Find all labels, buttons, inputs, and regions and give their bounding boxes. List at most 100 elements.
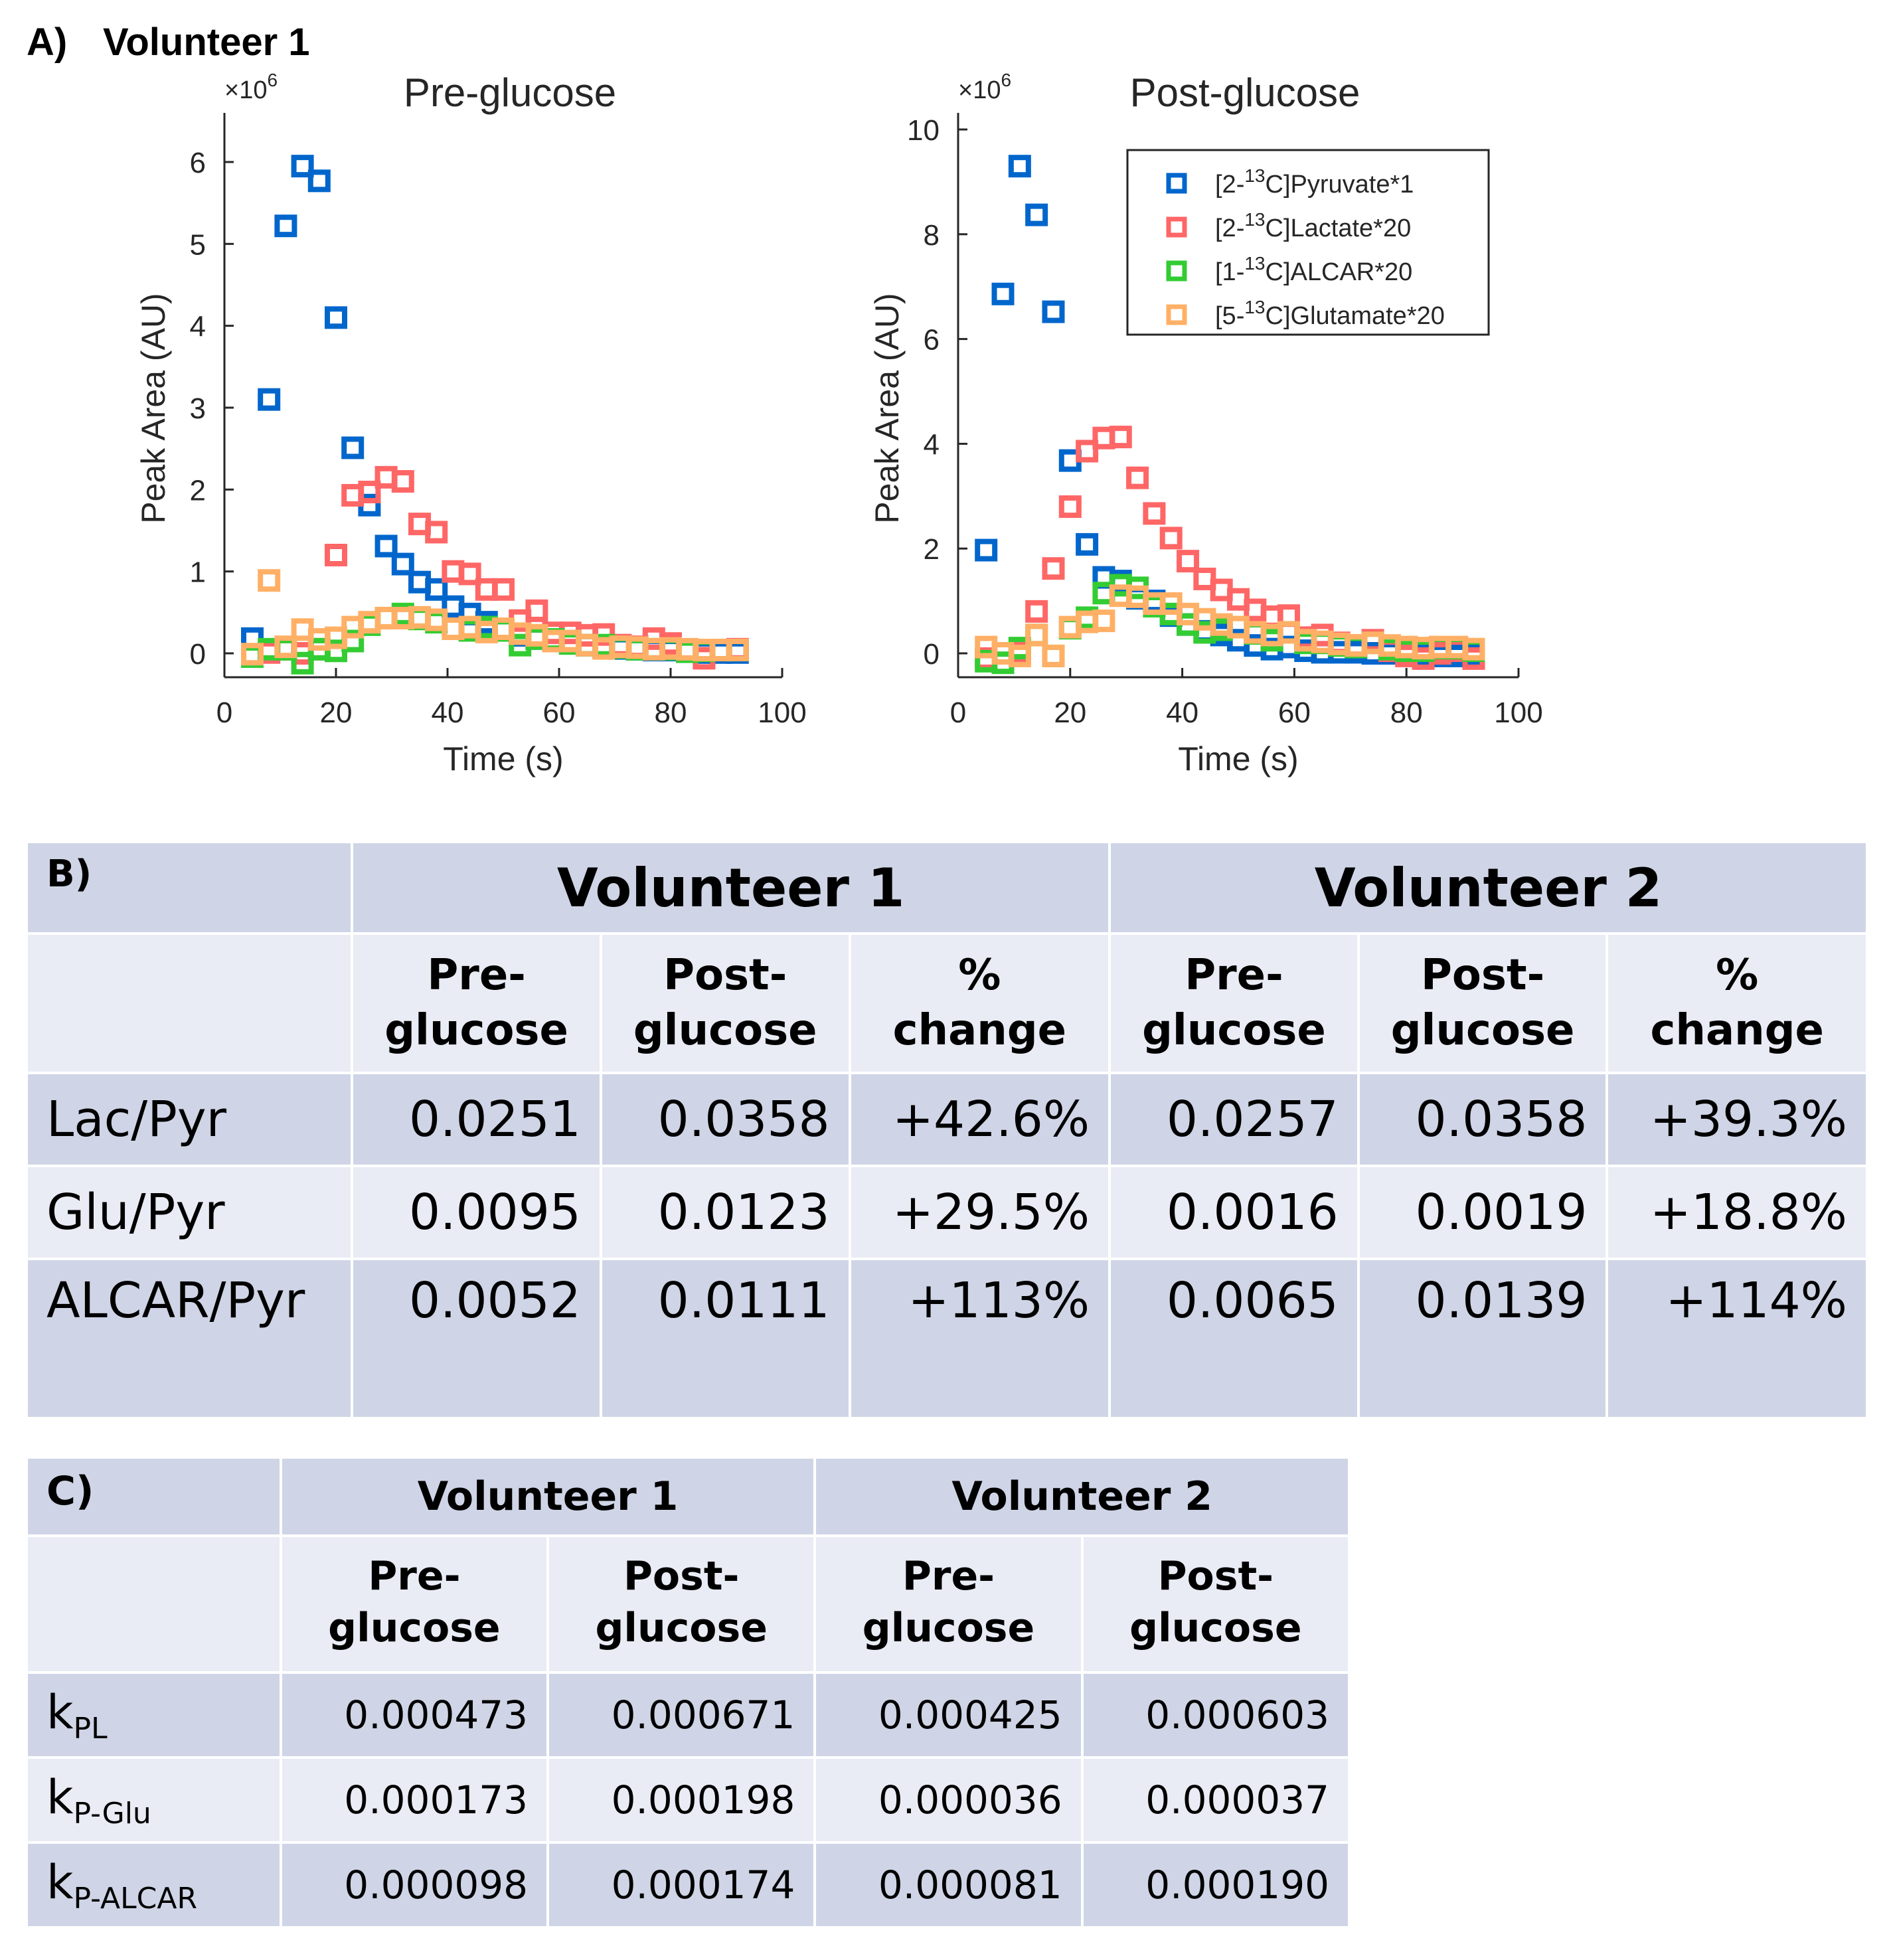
x-tick-label: 0 bbox=[950, 696, 966, 729]
value-cell: 0.000425 bbox=[813, 1671, 1084, 1759]
data-point-pyruvate bbox=[274, 214, 297, 238]
row-label: kP-Glu bbox=[25, 1756, 282, 1844]
value-cell: 0.000671 bbox=[546, 1671, 817, 1759]
value-cell: 0.0016 bbox=[1108, 1165, 1360, 1260]
data-point-pyruvate bbox=[425, 578, 448, 601]
value-cell: 0.0111 bbox=[599, 1258, 851, 1420]
data-point-lactate bbox=[1025, 600, 1048, 623]
row-label: Glu/Pyr bbox=[25, 1165, 354, 1260]
y-tick-label: 2 bbox=[924, 533, 940, 566]
x-tick-label: 60 bbox=[1278, 696, 1311, 729]
value-cell: 0.000603 bbox=[1080, 1671, 1351, 1759]
data-point-lactate bbox=[425, 521, 448, 544]
value-cell: 0.0019 bbox=[1357, 1165, 1609, 1260]
x-tick-label: 40 bbox=[432, 696, 464, 729]
value-cell: 0.000036 bbox=[813, 1756, 1084, 1844]
subheader-cell: Pre-glucose bbox=[351, 932, 602, 1074]
value-cell: 0.000037 bbox=[1080, 1756, 1351, 1844]
data-point-glutamate bbox=[726, 639, 749, 662]
y-axis-label: Peak Area (AU) bbox=[135, 293, 172, 523]
data-point-lactate bbox=[325, 544, 347, 566]
value-cell: 0.0095 bbox=[351, 1165, 602, 1260]
y-tick-label: 6 bbox=[190, 147, 206, 179]
empty-cell bbox=[25, 932, 354, 1074]
series-glutamate bbox=[975, 584, 1485, 667]
subheader-cell: % change bbox=[848, 932, 1111, 1074]
y-axis-label: Peak Area (AU) bbox=[868, 293, 906, 523]
subheader-row: Pre-glucose Post-glucose % change Pre-gl… bbox=[25, 932, 1868, 1074]
y-tick-label: 2 bbox=[190, 474, 206, 507]
data-point-lactate bbox=[391, 470, 414, 493]
x-tick-label: 60 bbox=[543, 696, 576, 729]
legend-marker-pyruvate bbox=[1166, 173, 1187, 194]
x-tick-label: 40 bbox=[1166, 696, 1198, 729]
data-point-lactate bbox=[525, 599, 548, 622]
value-cell: 0.0139 bbox=[1357, 1258, 1609, 1420]
table-c-label: C) bbox=[25, 1456, 282, 1537]
data-point-glutamate bbox=[1092, 610, 1115, 633]
volunteer-1-header: Volunteer 1 bbox=[279, 1456, 817, 1537]
volunteer-2-header: Volunteer 2 bbox=[813, 1456, 1351, 1537]
value-cell: +42.6% bbox=[848, 1072, 1111, 1167]
data-point-lactate bbox=[1109, 426, 1132, 449]
data-point-lactate bbox=[358, 481, 381, 504]
series-glutamate bbox=[241, 569, 749, 666]
ratio-table: B) Volunteer 1 Volunteer 2 Pre-glucose P… bbox=[25, 841, 1868, 1420]
rate-constant-table: C) Volunteer 1 Volunteer 2 Pre-glucose P… bbox=[25, 1456, 1351, 1929]
value-cell: +114% bbox=[1605, 1258, 1868, 1420]
legend-marker-lactate bbox=[1166, 216, 1187, 238]
legend-entry: [2-13C]Pyruvate*1 bbox=[1215, 165, 1414, 199]
data-point-pyruvate bbox=[307, 169, 331, 193]
empty-cell bbox=[25, 1534, 282, 1674]
y-tick-label: 6 bbox=[924, 324, 940, 357]
data-point-lactate bbox=[1126, 466, 1149, 489]
row-label: Lac/Pyr bbox=[25, 1072, 354, 1167]
value-cell: 0.0251 bbox=[351, 1072, 602, 1167]
data-point-lactate bbox=[1058, 495, 1082, 519]
x-axis-label: Time (s) bbox=[443, 740, 563, 777]
data-point-pyruvate bbox=[374, 534, 398, 558]
value-cell: 0.000473 bbox=[279, 1671, 550, 1759]
value-cell: 0.000098 bbox=[279, 1841, 550, 1929]
data-point-lactate bbox=[1076, 440, 1099, 463]
data-point-glutamate bbox=[1008, 644, 1031, 667]
subheader-cell: Post-glucose bbox=[546, 1534, 817, 1674]
value-cell: +29.5% bbox=[848, 1165, 1111, 1260]
row-label: kPL bbox=[25, 1671, 282, 1759]
legend-marker-alcar bbox=[1166, 260, 1187, 282]
data-point-pyruvate bbox=[975, 538, 998, 562]
data-point-pyruvate bbox=[325, 306, 347, 329]
y-tick-label: 4 bbox=[190, 311, 206, 343]
value-cell: 0.0257 bbox=[1108, 1072, 1360, 1167]
table-row: kPL 0.000473 0.000671 0.000425 0.000603 bbox=[25, 1671, 1351, 1759]
value-cell: 0.0052 bbox=[351, 1258, 602, 1420]
table-b-label: B) bbox=[25, 841, 354, 935]
legend-entry: [1-13C]ALCAR*20 bbox=[1215, 253, 1412, 286]
panel-a-title: Volunteer 1 bbox=[103, 21, 310, 64]
data-point-pyruvate bbox=[1076, 532, 1099, 556]
value-cell: 0.0123 bbox=[599, 1165, 851, 1260]
x-tick-label: 100 bbox=[758, 696, 806, 729]
table-row: kP-Glu 0.000173 0.000198 0.000036 0.0000… bbox=[25, 1756, 1351, 1844]
legend-marker-glutamate bbox=[1166, 304, 1187, 325]
data-point-pyruvate bbox=[291, 155, 314, 178]
data-point-lactate bbox=[458, 562, 481, 586]
y-tick-label: 1 bbox=[190, 556, 206, 589]
chart-title: Pre-glucose bbox=[404, 70, 616, 115]
value-cell: 0.000198 bbox=[546, 1756, 817, 1844]
x-tick-label: 20 bbox=[1054, 696, 1086, 729]
data-point-lactate bbox=[1143, 502, 1166, 525]
subheader-cell: Pre-glucose bbox=[813, 1534, 1084, 1674]
y-tick-label: 10 bbox=[907, 114, 940, 147]
y-tick-label: 4 bbox=[924, 428, 940, 461]
y-multiplier-label: ×106 bbox=[958, 70, 1011, 104]
table-row: kP-ALCAR 0.000098 0.000174 0.000081 0.00… bbox=[25, 1841, 1351, 1929]
volunteer-1-header: Volunteer 1 bbox=[351, 841, 1111, 935]
data-point-pyruvate bbox=[258, 388, 281, 411]
row-label: ALCAR/Pyr bbox=[25, 1258, 354, 1420]
value-cell: +113% bbox=[848, 1258, 1111, 1420]
data-point-alcar bbox=[291, 651, 314, 675]
x-tick-label: 80 bbox=[1390, 696, 1423, 729]
data-point-pyruvate bbox=[1008, 155, 1031, 178]
